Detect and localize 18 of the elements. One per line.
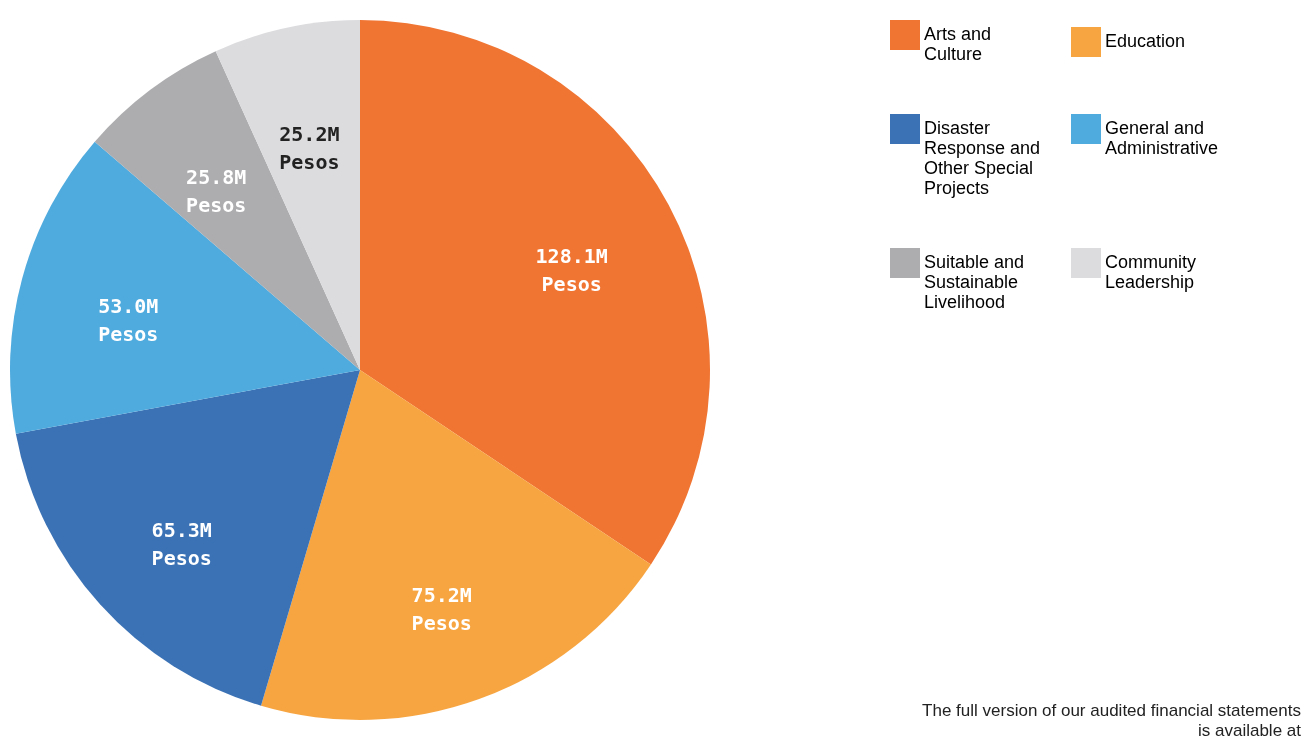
text: The full version of our audited financial statements is available at (921, 701, 1301, 741)
pie-slice (94, 51, 360, 370)
legend-label: Disaster Response and Other Special Projects (924, 118, 1041, 198)
legend-label: Suitable and Sustainable Livelihood (924, 252, 1025, 312)
legend-label: General and Administrative (1105, 118, 1219, 158)
legend-label: Education (1105, 31, 1186, 51)
legend-label: Arts and Culture (924, 24, 992, 64)
pie-slice (261, 370, 651, 720)
data-label: 65.3M Pesos (151, 517, 212, 570)
data-label: 53.0M Pesos (98, 294, 159, 347)
data-label: 75.2M Pesos (411, 582, 472, 635)
pie-slice (10, 141, 360, 434)
data-label: 128.1M Pesos (535, 243, 608, 296)
pie-slice (15, 370, 360, 706)
legend-label: Community Leadership (1105, 252, 1197, 292)
data-label: 25.8M Pesos (186, 164, 247, 217)
pie-slice (360, 20, 710, 565)
data-label: 25.2M Pesos (279, 122, 340, 175)
